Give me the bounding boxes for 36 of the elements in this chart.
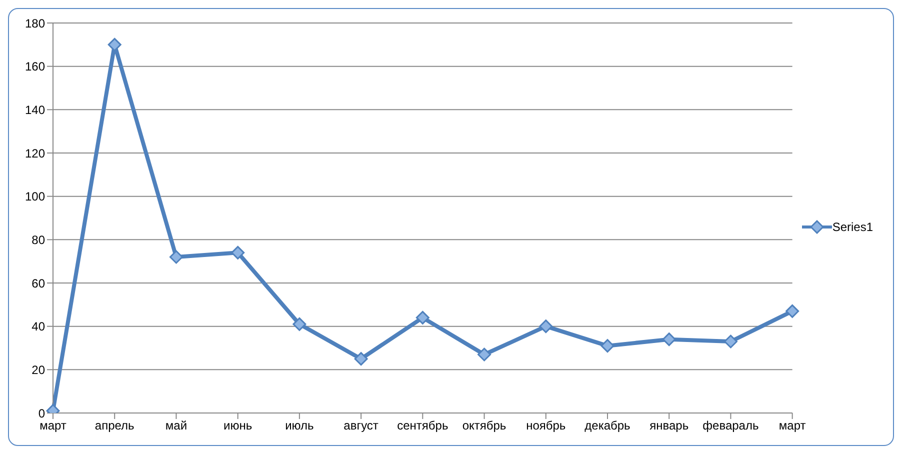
x-tick-label: август: [344, 418, 379, 433]
x-tick-label: сентябрь: [397, 418, 448, 433]
y-tick-label: 140: [24, 102, 46, 117]
point: [478, 348, 492, 362]
x-tick-label: март: [40, 418, 67, 433]
y-tick-label: 20: [32, 362, 46, 377]
x-tick-label: июнь: [224, 418, 252, 433]
point: [292, 317, 306, 331]
point: [108, 38, 122, 52]
y-tick-label: 100: [24, 190, 46, 204]
x-tick-label: март: [778, 418, 806, 433]
y-tick-label: 40: [32, 320, 46, 334]
x-tick-label: июль: [285, 418, 314, 433]
point: [169, 250, 183, 264]
x-tick-label: февараль: [702, 418, 759, 433]
point: [662, 332, 676, 346]
point: [416, 310, 430, 324]
x-tick-label: апрель: [94, 418, 134, 433]
point: [539, 320, 553, 334]
x-tick-label: декабрь: [584, 418, 630, 433]
point: [724, 334, 738, 348]
y-tick-label: 160: [24, 60, 46, 74]
point: [600, 339, 614, 353]
y-tick-label: 120: [24, 146, 46, 160]
x-tick-label: январь: [650, 418, 689, 433]
point: [786, 304, 800, 318]
x-tick-label: октябрь: [462, 418, 506, 433]
y-tick-label: 60: [32, 276, 46, 290]
point: [354, 352, 368, 366]
y-tick-label: 180: [24, 16, 46, 30]
y-tick-label: 0: [38, 406, 46, 420]
legend-label: Series1: [832, 220, 873, 234]
point: [231, 246, 245, 260]
x-tick-label: ноябрь: [526, 418, 566, 433]
y-tick-label: 80: [32, 232, 46, 247]
x-tick-label: май: [165, 418, 188, 433]
